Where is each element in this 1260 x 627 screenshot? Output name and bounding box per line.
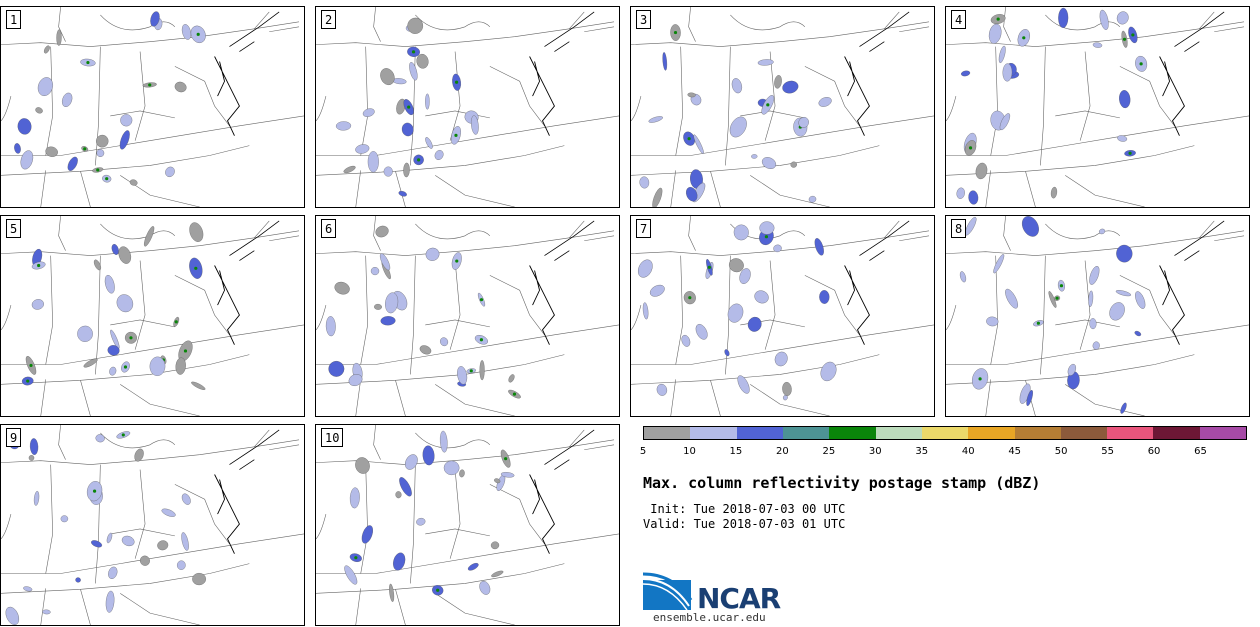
colorbar-segment: [736, 427, 783, 439]
member-label: 9: [6, 428, 22, 447]
colorbar-segment: [1153, 427, 1200, 439]
colorbar-segment: [829, 427, 876, 439]
colorbar-segment: [690, 427, 737, 439]
colorbar-segment: [782, 427, 830, 439]
member-panel-8: 8: [945, 215, 1250, 417]
colorbar-segment: [968, 427, 1015, 439]
colorbar-segment: [1199, 427, 1247, 439]
colorbar-tick-label: 50: [1054, 446, 1068, 457]
colorbar-tick-label: 10: [683, 446, 696, 457]
colorbar-tick-label: 25: [822, 446, 836, 457]
colorbar-segment: [1060, 427, 1108, 439]
member-panel-10: 10: [315, 424, 620, 626]
member-label: 5: [6, 219, 22, 238]
colorbar-tick-label: 5: [639, 446, 647, 457]
colorbar-tick-label: 20: [776, 446, 789, 457]
member-label: 1: [6, 10, 22, 29]
member-panel-1: 1: [0, 6, 305, 208]
member-label: 8: [951, 219, 967, 238]
member-label: 4: [951, 10, 967, 29]
member-panel-2: 2: [315, 6, 620, 208]
ncar-logo-text: NCAR: [697, 582, 781, 615]
member-panel-5: 5: [0, 215, 305, 417]
colorbar-tick-label: 30: [868, 446, 882, 457]
member-panel-3: 3: [630, 6, 935, 208]
colorbar-tick-label: 45: [1008, 446, 1022, 457]
website-url: ensemble.ucar.edu: [653, 611, 766, 624]
valid-time: Valid: Tue 2018-07-03 01 UTC: [643, 517, 846, 531]
figure-title: Max. column reflectivity postage stamp (…: [643, 474, 1041, 492]
colorbar-segment: [875, 427, 922, 439]
colorbar-tick-label: 65: [1194, 446, 1207, 457]
colorbar-segment: [1014, 427, 1061, 439]
reflectivity-colorbar: [643, 426, 1247, 440]
colorbar-segment: [644, 427, 691, 439]
member-label: 10: [321, 428, 344, 447]
colorbar-tick-label: 55: [1101, 446, 1114, 457]
member-panel-6: 6: [315, 215, 620, 417]
colorbar-tick-label: 15: [729, 446, 743, 457]
colorbar-segment: [921, 427, 969, 439]
member-panel-7: 7: [630, 215, 935, 417]
member-label: 7: [636, 219, 652, 238]
ncar-logo-icon: [643, 572, 693, 611]
colorbar-tick-label: 60: [1147, 446, 1161, 457]
member-label: 2: [321, 10, 337, 29]
member-label: 3: [636, 10, 652, 29]
colorbar-segment: [1107, 427, 1154, 439]
member-panel-4: 4: [945, 6, 1250, 208]
init-time: Init: Tue 2018-07-03 00 UTC: [643, 502, 846, 516]
member-panel-9: 9: [0, 424, 305, 626]
member-label: 6: [321, 219, 337, 238]
colorbar-tick-label: 35: [915, 446, 929, 457]
colorbar-tick-label: 40: [961, 446, 975, 457]
